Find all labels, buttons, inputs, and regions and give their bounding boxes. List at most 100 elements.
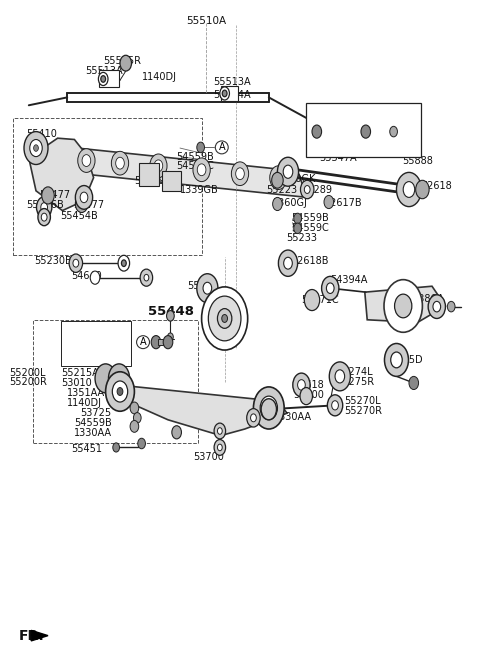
Circle shape	[42, 187, 54, 204]
Circle shape	[121, 260, 126, 266]
Text: 55448: 55448	[148, 305, 194, 318]
Circle shape	[214, 423, 226, 439]
Circle shape	[253, 387, 284, 429]
Circle shape	[409, 376, 419, 390]
Text: 55499A: 55499A	[134, 176, 172, 186]
Circle shape	[98, 72, 108, 86]
Text: 55530L: 55530L	[74, 343, 111, 354]
Bar	[221, 86, 238, 101]
Circle shape	[197, 164, 206, 176]
Circle shape	[326, 283, 334, 293]
Circle shape	[294, 223, 301, 234]
Circle shape	[428, 295, 445, 318]
Circle shape	[300, 180, 314, 199]
Circle shape	[217, 444, 222, 451]
Circle shape	[78, 149, 95, 172]
Text: 55233: 55233	[286, 233, 317, 243]
Circle shape	[130, 402, 139, 414]
Circle shape	[90, 271, 100, 284]
Circle shape	[384, 343, 408, 376]
Circle shape	[416, 180, 429, 199]
Circle shape	[260, 396, 277, 420]
Text: 54559C: 54559C	[177, 161, 215, 171]
Circle shape	[384, 280, 422, 332]
Polygon shape	[31, 630, 48, 641]
Text: 55513A: 55513A	[214, 76, 251, 87]
Polygon shape	[365, 286, 445, 322]
Text: 53700: 53700	[193, 452, 224, 463]
Circle shape	[38, 209, 50, 226]
Circle shape	[69, 254, 83, 272]
Circle shape	[34, 145, 38, 151]
Circle shape	[391, 352, 402, 368]
Circle shape	[197, 274, 218, 303]
Circle shape	[203, 282, 212, 294]
Text: 62618: 62618	[421, 181, 452, 191]
Circle shape	[116, 157, 124, 169]
Text: 54559B: 54559B	[74, 418, 112, 428]
Circle shape	[208, 296, 241, 341]
Bar	[33, 320, 198, 443]
Text: 55477: 55477	[39, 190, 71, 200]
Circle shape	[144, 274, 149, 281]
Circle shape	[283, 165, 293, 178]
Circle shape	[220, 87, 229, 100]
Circle shape	[304, 290, 320, 311]
Circle shape	[30, 139, 42, 157]
Bar	[139, 163, 159, 186]
Circle shape	[133, 413, 141, 423]
Circle shape	[332, 401, 338, 410]
Text: 55254: 55254	[187, 280, 218, 291]
Circle shape	[273, 197, 282, 211]
Text: 53725: 53725	[81, 407, 112, 418]
Circle shape	[327, 395, 343, 416]
Text: 55454B: 55454B	[60, 211, 98, 221]
Text: 55250A: 55250A	[206, 306, 244, 316]
Circle shape	[101, 76, 106, 82]
Text: 1330AA: 1330AA	[274, 412, 312, 422]
Circle shape	[163, 336, 173, 349]
Circle shape	[222, 315, 228, 322]
Circle shape	[217, 309, 232, 328]
Text: 55456B: 55456B	[26, 200, 64, 211]
Text: 55888: 55888	[402, 155, 433, 166]
Text: 1339GB: 1339GB	[180, 184, 219, 195]
Text: 55888: 55888	[317, 136, 348, 147]
Text: 55272: 55272	[78, 324, 109, 334]
Circle shape	[300, 388, 312, 405]
Polygon shape	[29, 138, 94, 211]
Circle shape	[36, 197, 52, 218]
Polygon shape	[46, 145, 307, 197]
Circle shape	[222, 90, 227, 97]
Circle shape	[396, 172, 421, 207]
Circle shape	[217, 428, 222, 434]
Circle shape	[193, 158, 210, 182]
Text: 55200R: 55200R	[10, 377, 48, 388]
Circle shape	[324, 195, 334, 209]
Text: 55270R: 55270R	[345, 405, 383, 416]
Text: 55530A: 55530A	[74, 334, 112, 345]
Text: 55451: 55451	[71, 443, 102, 454]
Circle shape	[304, 186, 310, 193]
Circle shape	[202, 287, 248, 350]
Circle shape	[261, 399, 276, 420]
Circle shape	[151, 336, 161, 349]
Circle shape	[270, 166, 287, 190]
Polygon shape	[118, 385, 287, 436]
Bar	[158, 339, 167, 345]
Text: 55200L: 55200L	[10, 368, 46, 378]
Circle shape	[329, 362, 350, 391]
Circle shape	[395, 294, 412, 318]
Bar	[61, 321, 131, 366]
Circle shape	[278, 250, 298, 276]
Circle shape	[231, 162, 249, 186]
Text: 55274L: 55274L	[336, 367, 372, 378]
Circle shape	[140, 269, 153, 286]
Circle shape	[154, 160, 163, 172]
Circle shape	[322, 276, 339, 300]
Text: 55289: 55289	[301, 184, 333, 195]
Text: 55513A: 55513A	[85, 66, 123, 76]
Circle shape	[403, 182, 415, 197]
Text: 1140DJ: 1140DJ	[142, 72, 177, 82]
Bar	[306, 103, 421, 157]
